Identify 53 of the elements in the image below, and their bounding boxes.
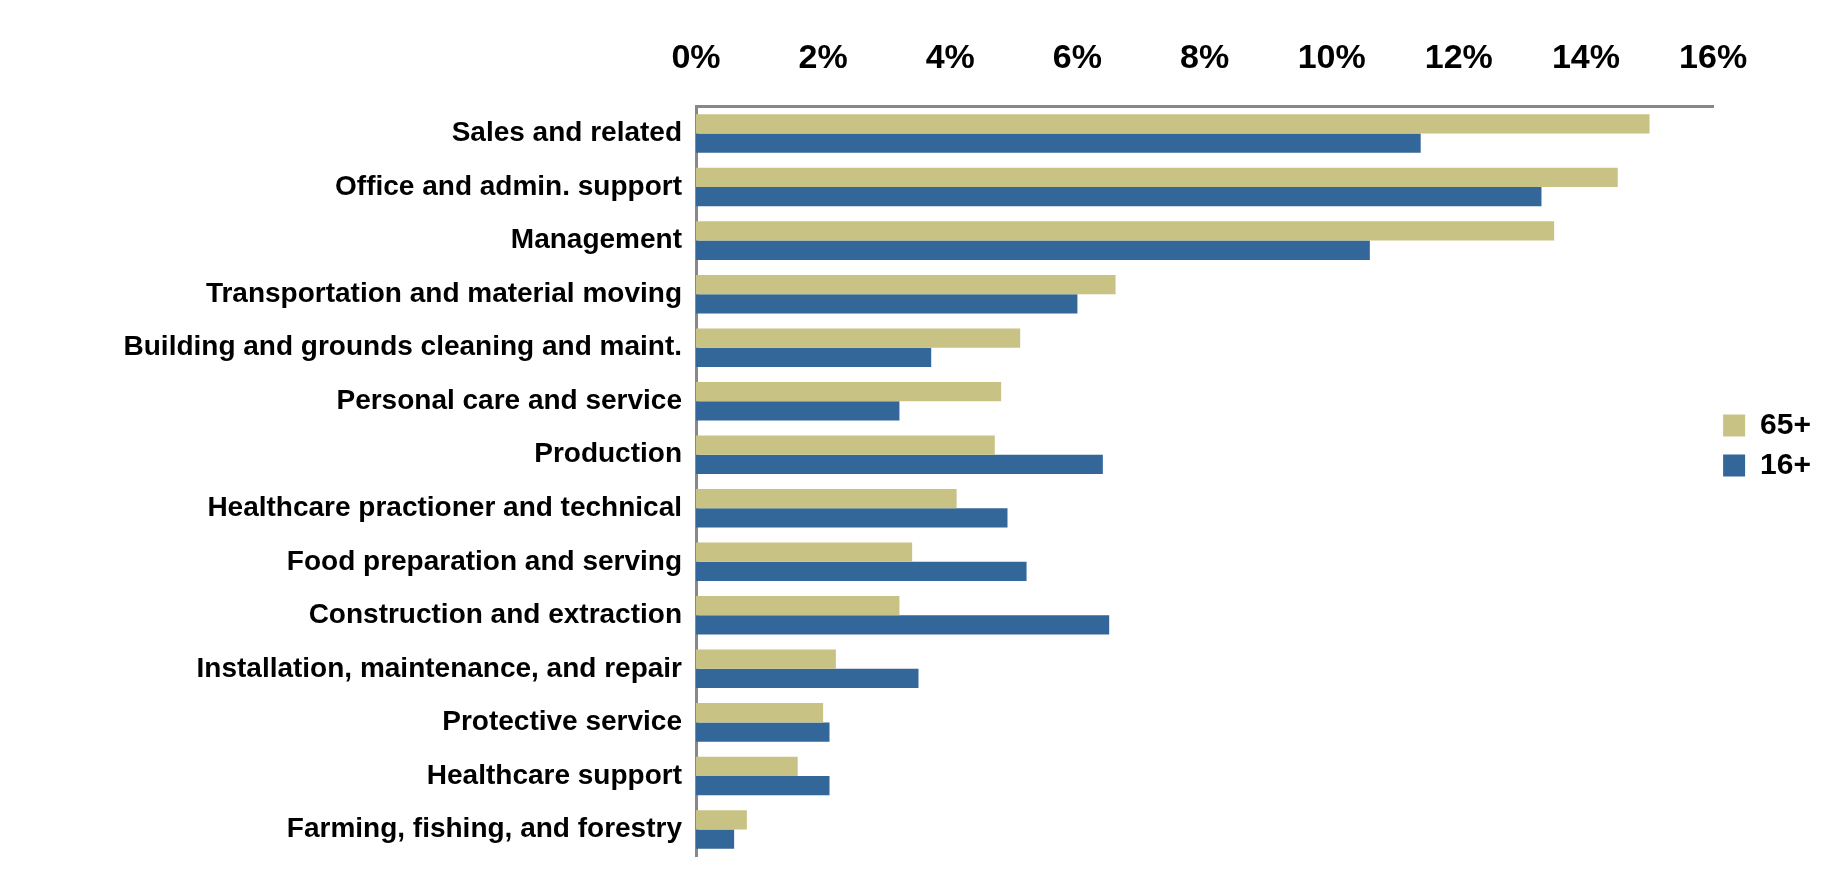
bar	[696, 703, 824, 723]
bar	[696, 756, 798, 776]
bar	[696, 187, 1542, 207]
bar	[696, 381, 1002, 402]
bar	[696, 561, 1027, 582]
y-tick-label: Sales and related	[451, 116, 682, 148]
x-tick-label: 10%	[1297, 36, 1366, 75]
x-tick-label: 6%	[1052, 36, 1102, 75]
legend-label: 16+	[1760, 446, 1811, 480]
y-tick-label: Transportation and material moving	[205, 276, 682, 308]
y-tick-label: Construction and extraction	[308, 598, 682, 630]
bar	[696, 114, 1650, 134]
y-tick-label: Farming, fishing, and forestry	[286, 812, 683, 844]
x-tick-label: 12%	[1424, 36, 1493, 75]
bar	[696, 454, 1103, 475]
x-tick-label: 0%	[671, 36, 721, 75]
bar	[696, 133, 1421, 153]
y-tick-label: Building and grounds cleaning and maint.	[123, 330, 682, 362]
y-tick-label: Installation, maintenance, and repair	[196, 651, 683, 683]
bar	[696, 221, 1555, 241]
bar	[696, 488, 957, 509]
bar	[696, 435, 995, 455]
bar	[696, 328, 1021, 348]
bar	[696, 167, 1618, 188]
y-tick-label: Food preparation and serving	[286, 544, 682, 576]
y-tick-label: Production	[534, 437, 682, 469]
bar	[696, 615, 1110, 635]
legend-label: 65+	[1760, 406, 1811, 440]
x-tick-label: 14%	[1551, 36, 1620, 75]
y-tick-label: Protective service	[442, 705, 682, 737]
x-tick-label: 4%	[925, 36, 975, 75]
bar	[696, 294, 1078, 314]
bar	[696, 347, 932, 367]
bar	[696, 668, 919, 689]
bar	[696, 649, 836, 669]
y-tick-label: Personal care and service	[336, 383, 682, 415]
bar	[696, 775, 830, 796]
y-tick-label: Office and admin. support	[335, 169, 682, 201]
bar	[696, 274, 1116, 295]
bar	[696, 508, 1008, 528]
bar	[696, 240, 1370, 260]
x-tick-label: 16%	[1679, 36, 1748, 75]
y-tick-label: Healthcare support	[426, 758, 682, 790]
bar	[696, 810, 747, 830]
bar	[696, 542, 913, 562]
y-tick-label: Management	[510, 223, 682, 255]
bar	[696, 401, 900, 421]
x-tick-label: 8%	[1179, 36, 1230, 75]
bar	[696, 829, 735, 849]
x-tick-label: 2%	[798, 36, 848, 75]
y-tick-label: Healthcare practioner and technical	[207, 490, 682, 522]
bar	[696, 722, 830, 742]
bar	[696, 596, 900, 616]
